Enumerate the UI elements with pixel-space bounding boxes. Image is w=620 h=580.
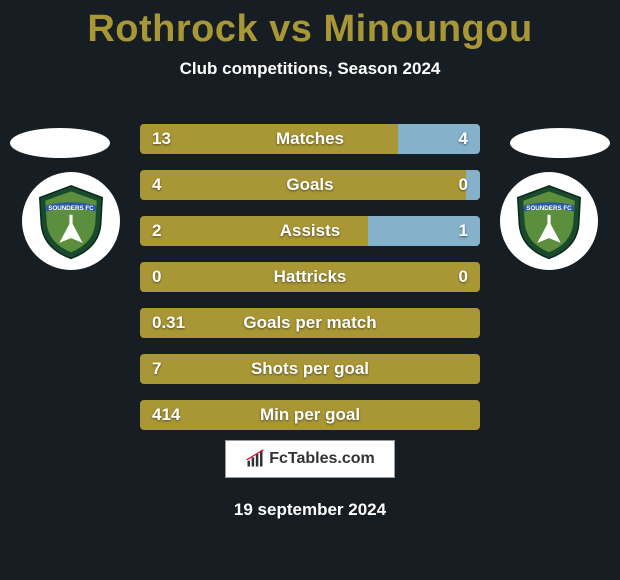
player1-club-badge: SOUNDERS FC [22,172,120,270]
subtitle: Club competitions, Season 2024 [0,59,620,79]
stat-label: Hattricks [140,262,480,292]
sounders-badge-icon: SOUNDERS FC [32,182,110,260]
player2-value: 1 [459,216,468,246]
comparison-bars: 13Matches44Goals02Assists10Hattricks00.3… [140,124,480,446]
player2-value: 0 [459,262,468,292]
sounders-badge-icon: SOUNDERS FC [510,182,588,260]
page-title: Rothrock vs Minoungou [0,0,620,51]
svg-text:SOUNDERS FC: SOUNDERS FC [526,205,572,212]
player1-photo-placeholder [10,128,110,158]
player2-club-badge: SOUNDERS FC [500,172,598,270]
player2-value: 4 [459,124,468,154]
stat-label: Assists [140,216,480,246]
stat-row-hattricks: 0Hattricks0 [140,262,480,292]
chart-icon [245,449,265,469]
stat-row-goals-per-match: 0.31Goals per match [140,308,480,338]
player2-value: 0 [459,170,468,200]
date-text: 19 september 2024 [0,500,620,520]
stat-label: Goals per match [140,308,480,338]
brand-text: FcTables.com [269,450,375,468]
stat-label: Shots per goal [140,354,480,384]
svg-text:SOUNDERS FC: SOUNDERS FC [48,205,94,212]
stat-row-min-per-goal: 414Min per goal [140,400,480,430]
stat-label: Min per goal [140,400,480,430]
stat-row-matches: 13Matches4 [140,124,480,154]
stat-label: Goals [140,170,480,200]
player2-photo-placeholder [510,128,610,158]
stat-row-goals: 4Goals0 [140,170,480,200]
stat-row-shots-per-goal: 7Shots per goal [140,354,480,384]
stat-row-assists: 2Assists1 [140,216,480,246]
stat-label: Matches [140,124,480,154]
brand-logo: FcTables.com [225,440,395,478]
